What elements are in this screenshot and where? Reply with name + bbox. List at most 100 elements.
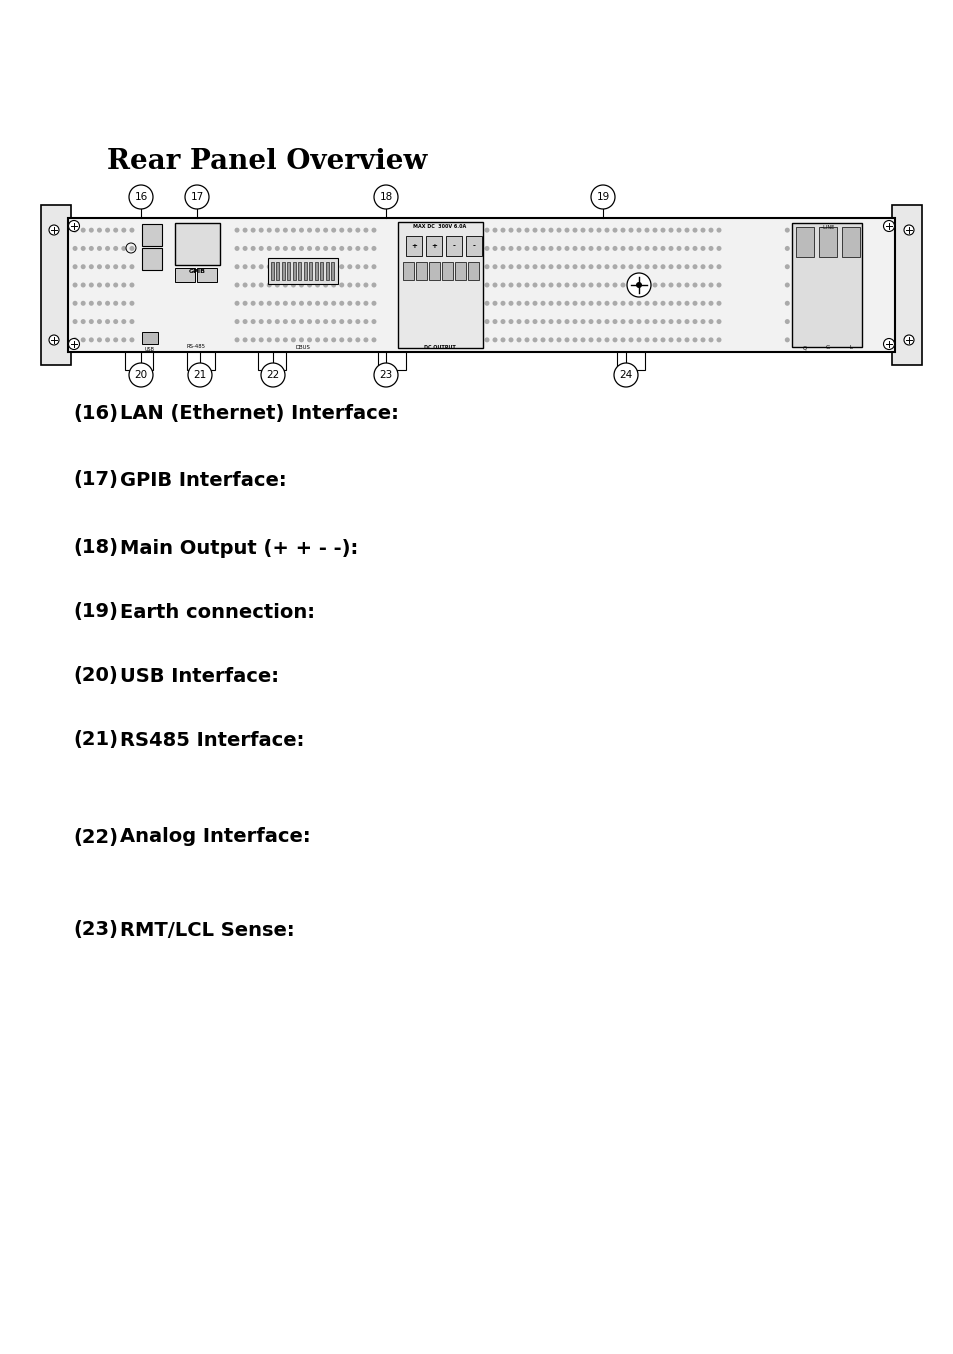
Circle shape [444,246,449,250]
Circle shape [444,337,449,343]
Circle shape [676,227,680,233]
Text: (16): (16) [73,403,118,422]
Circle shape [121,301,126,306]
Circle shape [604,227,609,233]
Circle shape [89,283,93,287]
Circle shape [355,264,360,269]
Circle shape [572,246,577,250]
Circle shape [363,264,368,269]
Text: MAX DC  300V 6.0A: MAX DC 300V 6.0A [413,223,466,229]
Circle shape [492,227,497,233]
Circle shape [331,337,335,343]
Text: -: - [452,242,455,249]
Circle shape [89,320,93,324]
Text: 20: 20 [134,370,148,380]
Circle shape [97,246,102,250]
Circle shape [708,320,713,324]
Circle shape [524,320,529,324]
Circle shape [556,283,561,287]
Circle shape [626,274,650,297]
Circle shape [234,301,239,306]
Bar [406,236,421,256]
Circle shape [267,320,272,324]
Text: 21: 21 [193,370,207,380]
Circle shape [532,283,537,287]
Circle shape [298,246,304,250]
Circle shape [793,246,798,250]
Circle shape [636,282,641,288]
Circle shape [460,246,465,250]
Circle shape [374,185,397,209]
Circle shape [516,301,521,306]
Circle shape [810,337,815,343]
Circle shape [81,320,86,324]
Circle shape [69,221,79,232]
Circle shape [476,283,481,287]
Circle shape [298,264,304,269]
Circle shape [113,246,118,250]
Circle shape [692,227,697,233]
Circle shape [700,337,705,343]
Circle shape [612,320,617,324]
Circle shape [827,264,832,269]
Circle shape [97,227,102,233]
Circle shape [500,264,505,269]
Circle shape [81,283,86,287]
Circle shape [258,227,263,233]
Circle shape [89,337,93,343]
Circle shape [614,363,638,387]
Circle shape [460,227,465,233]
Circle shape [251,264,255,269]
Circle shape [283,301,288,306]
Circle shape [130,283,134,287]
Circle shape [827,246,832,250]
Text: GPIB: GPIB [189,269,206,274]
Circle shape [81,246,86,250]
Circle shape [242,283,248,287]
Circle shape [659,320,665,324]
Circle shape [644,264,649,269]
Circle shape [508,264,513,269]
Circle shape [516,246,521,250]
Text: 16: 16 [134,192,148,202]
Circle shape [242,227,248,233]
Circle shape [234,264,239,269]
Circle shape [801,264,806,269]
Circle shape [810,301,815,306]
Circle shape [619,283,625,287]
Circle shape [604,246,609,250]
Circle shape [524,337,529,343]
Circle shape [267,246,272,250]
Circle shape [363,320,368,324]
Circle shape [836,227,841,233]
FancyBboxPatch shape [125,352,152,370]
Circle shape [314,337,320,343]
Circle shape [784,246,789,250]
Circle shape [484,301,489,306]
Circle shape [274,337,279,343]
Circle shape [604,301,609,306]
Text: G: G [825,345,829,349]
Circle shape [692,264,697,269]
Circle shape [588,246,593,250]
Circle shape [468,337,473,343]
Circle shape [564,227,569,233]
FancyBboxPatch shape [891,204,921,366]
Circle shape [339,320,344,324]
Circle shape [274,246,279,250]
Circle shape [452,264,457,269]
Text: DC OUTPUT: DC OUTPUT [424,345,456,349]
Circle shape [612,246,617,250]
Circle shape [130,264,134,269]
Circle shape [644,246,649,250]
Circle shape [827,301,832,306]
Circle shape [716,264,720,269]
Circle shape [564,283,569,287]
Circle shape [540,227,545,233]
Circle shape [508,320,513,324]
Circle shape [532,337,537,343]
Bar [331,263,335,280]
Circle shape [628,320,633,324]
Circle shape [612,337,617,343]
Circle shape [619,264,625,269]
